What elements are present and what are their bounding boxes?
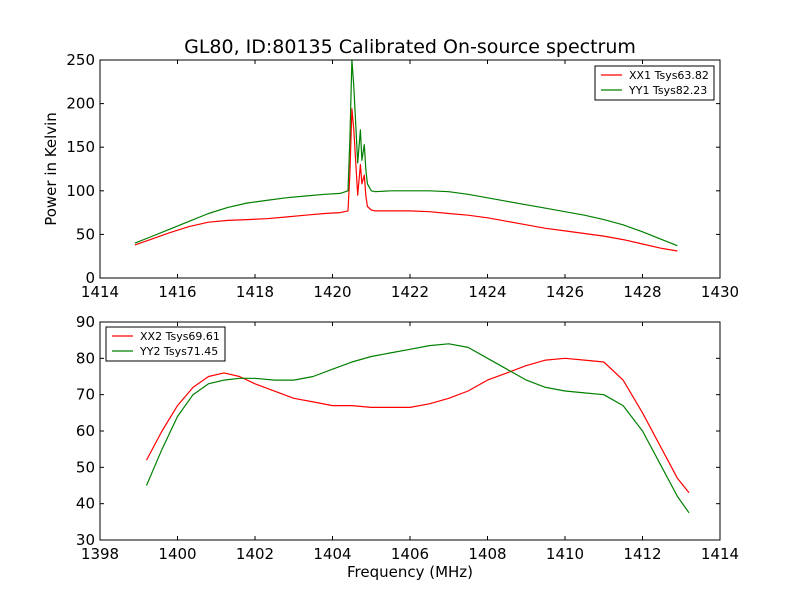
x-tick-label: 1402 bbox=[236, 545, 274, 563]
bottom-plot: 1398 1400 1402 1404 1406 1408 1410 1412 1414 30 40… bbox=[76, 313, 739, 563]
legend-label: YY1 Tsys82.23 bbox=[628, 84, 707, 97]
x-tick-label: 1412 bbox=[623, 545, 661, 563]
x-tick-label: 1422 bbox=[391, 283, 429, 301]
y-tick-label: 70 bbox=[76, 386, 95, 404]
legend: XX1 Tsys63.82 YY1 Tsys82.23 bbox=[594, 65, 715, 101]
y-tick-label: 250 bbox=[66, 51, 95, 69]
y-tick-label: 90 bbox=[76, 313, 95, 331]
y-tick-label: 80 bbox=[76, 349, 95, 367]
y-tick-label: 50 bbox=[76, 458, 95, 476]
y-tick-label: 30 bbox=[76, 531, 95, 549]
chart-title: GL80, ID:80135 Calibrated On-source spec… bbox=[184, 36, 636, 58]
x-tick-label: 1408 bbox=[468, 545, 506, 563]
x-tick-label: 1428 bbox=[623, 283, 661, 301]
y-tick-label: 100 bbox=[66, 182, 95, 200]
legend-label: XX2 Tsys69.61 bbox=[140, 330, 220, 343]
x-tick-label: 1414 bbox=[701, 545, 739, 563]
legend-box bbox=[105, 326, 226, 362]
y-tick-label: 40 bbox=[76, 495, 95, 513]
x-tick-label: 1416 bbox=[158, 283, 196, 301]
x-tick-label: 1426 bbox=[546, 283, 584, 301]
x-tick-label: 1414 bbox=[81, 283, 119, 301]
series-line-xx2 bbox=[145, 357, 690, 494]
x-tick-label: 1400 bbox=[158, 545, 196, 563]
legend-label: YY2 Tsys71.45 bbox=[139, 345, 218, 358]
series-line-yy1 bbox=[134, 59, 678, 247]
x-tick-label: 1420 bbox=[313, 283, 351, 301]
y-tick-label: 50 bbox=[76, 225, 95, 243]
y-tick-label: 200 bbox=[66, 95, 95, 113]
y-tick-label: 60 bbox=[76, 422, 95, 440]
top-y-axis-label: Power in Kelvin bbox=[42, 112, 60, 226]
x-tick-label: 1406 bbox=[391, 545, 429, 563]
x-tick-label: 1404 bbox=[313, 545, 351, 563]
x-tick-label: 1418 bbox=[236, 283, 274, 301]
legend-box bbox=[594, 65, 715, 101]
legend: XX2 Tsys69.61 YY2 Tsys71.45 bbox=[105, 326, 226, 362]
y-tick-label: 150 bbox=[66, 138, 95, 156]
x-tick-label: 1410 bbox=[546, 545, 584, 563]
top-plot: 1414 1416 1418 1420 1422 1424 1426 1428 1430 0 50 1… bbox=[66, 51, 739, 301]
series-line-yy2 bbox=[145, 343, 690, 514]
series-line-xx1 bbox=[134, 108, 678, 252]
x-tick-label: 1430 bbox=[701, 283, 739, 301]
x-tick-label: 1398 bbox=[81, 545, 119, 563]
y-tick-label: 0 bbox=[85, 269, 95, 287]
x-tick-label: 1424 bbox=[468, 283, 506, 301]
bottom-x-axis-label: Frequency (MHz) bbox=[347, 563, 473, 581]
legend-label: XX1 Tsys63.82 bbox=[629, 69, 709, 82]
